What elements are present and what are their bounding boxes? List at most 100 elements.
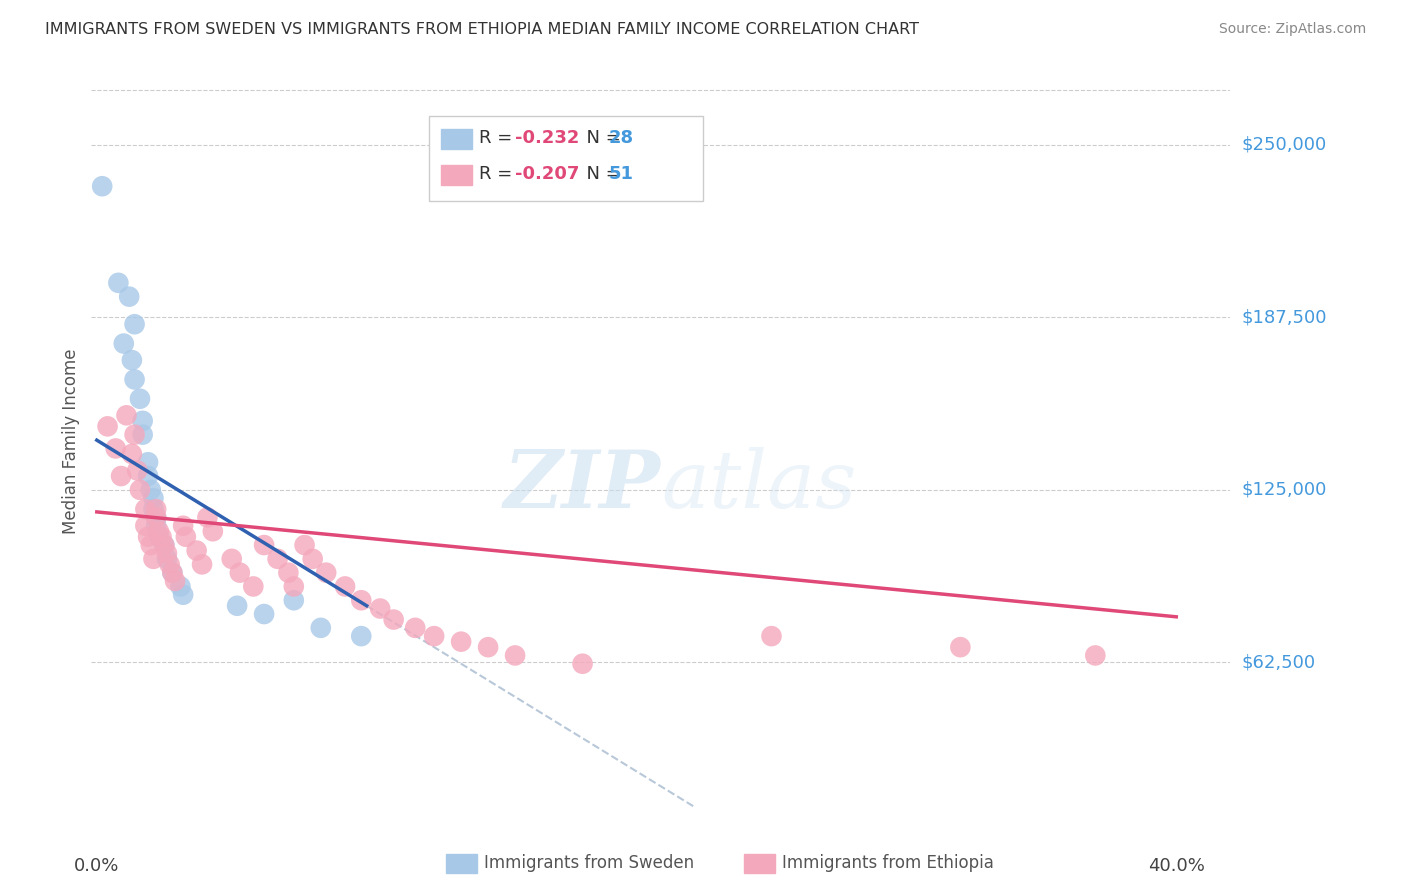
Point [450, 634, 472, 648]
Point [382, 613, 405, 627]
Point [172, 588, 194, 602]
Point [145, 502, 167, 516]
Point [107, 276, 129, 290]
Point [350, 629, 373, 643]
Point [129, 483, 152, 497]
Point [129, 392, 152, 406]
Point [136, 530, 159, 544]
Point [1084, 648, 1107, 663]
Point [404, 621, 426, 635]
Point [571, 657, 593, 671]
Point [124, 372, 146, 386]
Point [142, 491, 165, 505]
Point [153, 538, 176, 552]
Point [229, 566, 252, 580]
Point [148, 530, 170, 544]
Point [115, 409, 138, 423]
Point [949, 640, 972, 655]
Text: 0.0%: 0.0% [75, 857, 120, 875]
Point [145, 510, 167, 524]
Point [112, 336, 135, 351]
Point [226, 599, 249, 613]
Point [333, 579, 356, 593]
Point [136, 455, 159, 469]
Point [315, 566, 337, 580]
Point [131, 427, 153, 442]
Point [134, 518, 156, 533]
Point [134, 502, 156, 516]
Point [169, 579, 191, 593]
Point [97, 419, 120, 434]
Point [283, 593, 305, 607]
Point [121, 447, 143, 461]
Point [124, 427, 146, 442]
Point [91, 179, 114, 194]
Point [153, 538, 176, 552]
Point [165, 574, 187, 588]
Text: 28: 28 [609, 129, 634, 147]
Text: 51: 51 [609, 165, 634, 183]
Point [266, 552, 288, 566]
Point [301, 552, 323, 566]
Text: atlas: atlas [661, 447, 856, 524]
Text: $125,000: $125,000 [1241, 481, 1327, 499]
Text: $62,500: $62,500 [1241, 653, 1316, 672]
Point [294, 538, 316, 552]
Point [124, 317, 146, 331]
Point [145, 518, 167, 533]
Point [136, 469, 159, 483]
Text: -0.232: -0.232 [515, 129, 579, 147]
Text: N =: N = [575, 165, 627, 183]
Point [186, 543, 208, 558]
Point [191, 558, 214, 572]
Text: IMMIGRANTS FROM SWEDEN VS IMMIGRANTS FROM ETHIOPIA MEDIAN FAMILY INCOME CORRELAT: IMMIGRANTS FROM SWEDEN VS IMMIGRANTS FRO… [45, 22, 920, 37]
Point [283, 579, 305, 593]
Point [104, 442, 127, 456]
Text: 40.0%: 40.0% [1147, 857, 1205, 875]
Point [142, 502, 165, 516]
Text: $250,000: $250,000 [1241, 136, 1327, 153]
Point [477, 640, 499, 655]
Point [142, 552, 165, 566]
Point [121, 353, 143, 368]
Point [761, 629, 783, 643]
Point [162, 566, 184, 580]
Point [156, 552, 179, 566]
Point [118, 290, 141, 304]
Point [145, 510, 167, 524]
Y-axis label: Median Family Income: Median Family Income [62, 349, 80, 534]
Text: -0.207: -0.207 [515, 165, 579, 183]
Point [139, 483, 162, 497]
Point [162, 566, 184, 580]
Point [368, 601, 391, 615]
Point [197, 510, 219, 524]
Point [139, 538, 162, 552]
Point [156, 546, 179, 560]
Point [221, 552, 243, 566]
Point [110, 469, 132, 483]
Point [242, 579, 264, 593]
Point [127, 463, 149, 477]
Text: N =: N = [575, 129, 627, 147]
Text: R =: R = [479, 165, 519, 183]
Point [423, 629, 446, 643]
Point [503, 648, 526, 663]
Point [131, 414, 153, 428]
Text: Immigrants from Sweden: Immigrants from Sweden [484, 855, 693, 872]
Point [277, 566, 299, 580]
Point [253, 538, 276, 552]
Point [172, 518, 194, 533]
Point [350, 593, 373, 607]
Point [148, 524, 170, 539]
Text: Immigrants from Ethiopia: Immigrants from Ethiopia [782, 855, 994, 872]
Text: Source: ZipAtlas.com: Source: ZipAtlas.com [1219, 22, 1367, 37]
Point [253, 607, 276, 621]
Point [150, 530, 173, 544]
Text: R =: R = [479, 129, 519, 147]
Text: $187,500: $187,500 [1241, 309, 1327, 326]
Point [174, 530, 197, 544]
Text: ZIP: ZIP [503, 447, 661, 524]
Point [159, 558, 181, 572]
Point [201, 524, 224, 539]
Point [309, 621, 332, 635]
